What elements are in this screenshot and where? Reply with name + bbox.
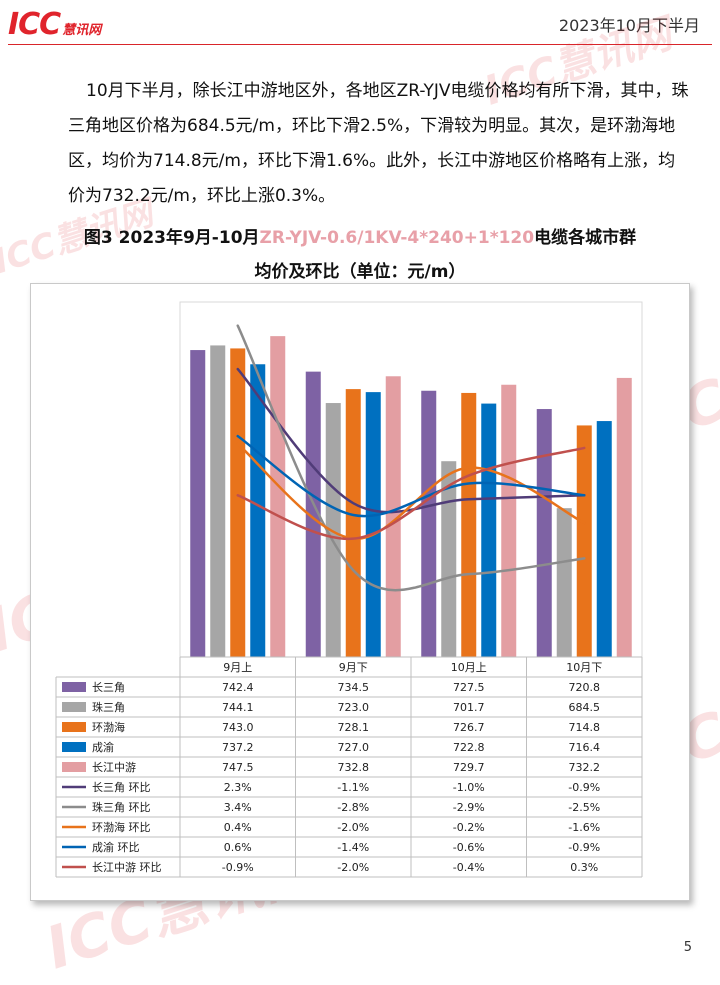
data-label: -2.8% bbox=[337, 801, 369, 814]
data-label: 742.4 bbox=[222, 681, 254, 694]
legend-label: 长江中游 环比 bbox=[92, 861, 162, 874]
report-period: 2023年10月下半月 bbox=[558, 16, 700, 35]
category-tick-label: 9月下 bbox=[339, 661, 368, 674]
bar bbox=[596, 421, 612, 657]
legend-label: 长江中游 bbox=[92, 761, 136, 774]
logo-cn-text: 慧讯网 bbox=[62, 23, 102, 38]
data-label: 726.7 bbox=[453, 721, 485, 734]
legend-bar-key bbox=[62, 682, 86, 692]
bar bbox=[345, 389, 361, 657]
legend-label: 成渝 环比 bbox=[92, 840, 140, 854]
summary-paragraph: 10月下半月，除长江中游地区外，各地区ZR-YJV电缆价格均有所下滑，其中，珠三… bbox=[68, 74, 690, 214]
summary-text: 10月下半月，除长江中游地区外，各地区ZR-YJV电缆价格均有所下滑，其中，珠三… bbox=[68, 81, 689, 206]
bar bbox=[385, 376, 401, 657]
header-divider bbox=[8, 44, 712, 45]
data-label: -0.4% bbox=[453, 861, 485, 874]
data-label: 0.3% bbox=[570, 861, 598, 874]
data-label: -0.9% bbox=[222, 861, 254, 874]
data-label: 701.7 bbox=[453, 701, 485, 714]
series-line bbox=[236, 434, 586, 518]
icc-logo: ICC 慧讯网 bbox=[8, 8, 101, 42]
data-label: -2.9% bbox=[453, 801, 485, 814]
data-label: -0.9% bbox=[568, 841, 600, 854]
bar bbox=[481, 403, 497, 657]
data-label: -1.4% bbox=[337, 841, 369, 854]
data-label: 3.4% bbox=[224, 801, 252, 814]
legend-bar-key bbox=[62, 722, 86, 732]
legend-label: 长三角 环比 bbox=[92, 781, 151, 794]
data-label: 727.0 bbox=[338, 741, 370, 754]
series-line bbox=[236, 442, 586, 540]
data-label: 727.5 bbox=[453, 681, 485, 694]
bar bbox=[325, 403, 341, 657]
chart-title-line1: 图3 2023年9月-10月ZR-YJV-0.6/1KV-4*240+1*120… bbox=[0, 223, 720, 248]
bar bbox=[556, 508, 572, 657]
data-label: -0.6% bbox=[453, 841, 485, 854]
title-prefix: 图3 2023年9月-10月 bbox=[83, 228, 260, 248]
data-label: 747.5 bbox=[222, 761, 254, 774]
bar bbox=[305, 371, 321, 657]
data-label: -2.5% bbox=[568, 801, 600, 814]
legend-label: 环渤海 bbox=[92, 720, 125, 734]
series-line bbox=[236, 324, 586, 592]
legend-bar-key bbox=[62, 702, 86, 712]
bar bbox=[365, 392, 381, 657]
data-label: -1.6% bbox=[568, 821, 600, 834]
bar bbox=[536, 409, 552, 657]
data-label: 684.5 bbox=[569, 701, 601, 714]
bar bbox=[210, 345, 226, 657]
bar bbox=[421, 390, 437, 657]
data-label: 0.6% bbox=[224, 841, 252, 854]
legend-label: 成渝 bbox=[92, 740, 114, 754]
bar bbox=[616, 377, 632, 657]
title-suffix: 电缆各城市群 bbox=[534, 228, 637, 248]
data-label: 2.3% bbox=[224, 781, 252, 794]
series-line bbox=[236, 446, 586, 540]
data-label: 732.2 bbox=[569, 761, 601, 774]
legend-label: 珠三角 环比 bbox=[92, 800, 151, 814]
logo-icc-text: ICC bbox=[8, 7, 61, 42]
data-label: -1.0% bbox=[453, 781, 485, 794]
page-number: 5 bbox=[683, 940, 692, 955]
data-label: 737.2 bbox=[222, 741, 254, 754]
data-label: 744.1 bbox=[222, 701, 254, 714]
data-label: 716.4 bbox=[569, 741, 601, 754]
category-tick-label: 10月下 bbox=[566, 661, 602, 674]
category-tick-label: 9月上 bbox=[223, 661, 252, 674]
bar bbox=[576, 425, 592, 657]
legend-label: 环渤海 环比 bbox=[92, 820, 151, 834]
data-label: -0.9% bbox=[568, 781, 600, 794]
data-label: 728.1 bbox=[338, 721, 370, 734]
bar bbox=[501, 384, 517, 657]
bar bbox=[250, 364, 266, 657]
data-label: -0.2% bbox=[453, 821, 485, 834]
data-label: 734.5 bbox=[338, 681, 370, 694]
bar bbox=[441, 461, 457, 657]
data-label: 723.0 bbox=[338, 701, 370, 714]
legend-bar-key bbox=[62, 762, 86, 772]
data-label: 722.8 bbox=[453, 741, 485, 754]
legend-label: 长三角 bbox=[92, 681, 125, 694]
data-label: -2.0% bbox=[337, 821, 369, 834]
data-label: 714.8 bbox=[569, 721, 601, 734]
data-label: -1.1% bbox=[337, 781, 369, 794]
bar bbox=[230, 348, 246, 657]
bar bbox=[270, 336, 286, 657]
bar bbox=[461, 392, 477, 657]
data-label: -2.0% bbox=[337, 861, 369, 874]
data-label: 743.0 bbox=[222, 721, 254, 734]
bar bbox=[190, 350, 206, 657]
chart-title-line2: 均价及环比（单位：元/m） bbox=[254, 262, 466, 282]
legend-bar-key bbox=[62, 742, 86, 752]
legend-label: 珠三角 bbox=[92, 700, 125, 714]
category-tick-label: 10月上 bbox=[451, 661, 487, 674]
title-spec: ZR-YJV-0.6/1KV-4*240+1*120 bbox=[259, 228, 535, 248]
data-label: 0.4% bbox=[224, 821, 252, 834]
data-label: 729.7 bbox=[453, 761, 485, 774]
data-label: 732.8 bbox=[338, 761, 370, 774]
data-label: 720.8 bbox=[569, 681, 601, 694]
